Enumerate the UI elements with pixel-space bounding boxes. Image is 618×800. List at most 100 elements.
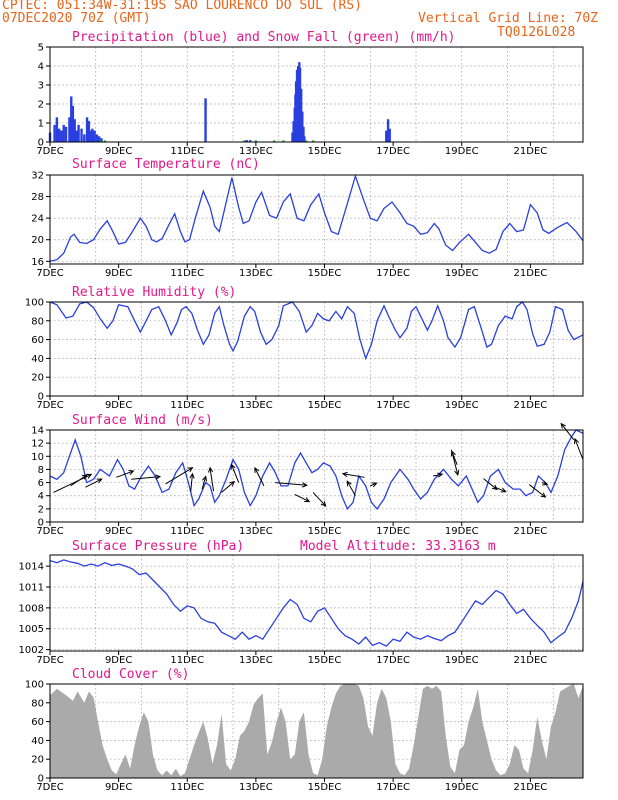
wind-arrow-shaft <box>451 451 458 466</box>
wind-arrow-head <box>560 422 566 429</box>
y-tick-label: 4 <box>38 62 44 73</box>
wind-arrow-head <box>202 475 208 482</box>
wind-arrow-head <box>229 480 236 487</box>
precip-bar <box>87 121 91 142</box>
y-tick-label: 1008 <box>19 603 44 614</box>
y-tick-label: 2 <box>38 100 44 111</box>
wind-arrow-shaft <box>312 492 327 507</box>
x-tick-label: 21DEC <box>514 782 548 793</box>
wind-arrow-shaft <box>221 481 235 493</box>
y-tick-label: 40 <box>31 736 44 747</box>
x-tick-label: 17DEC <box>376 400 410 411</box>
y-tick-label: 0 <box>38 774 44 785</box>
wind-arrow-head <box>450 450 456 457</box>
x-tick-label: 19DEC <box>445 526 479 537</box>
wind-arrow-head <box>574 437 579 444</box>
x-tick-label: 7DEC <box>36 146 63 157</box>
x-tick-label: 11DEC <box>170 146 204 157</box>
x-tick-label: 21DEC <box>514 655 548 666</box>
x-tick-label: 17DEC <box>376 146 410 157</box>
x-tick-label: 15DEC <box>308 782 342 793</box>
y-tick-label: 6 <box>38 478 44 489</box>
precip-bar <box>100 138 103 142</box>
precip-bar <box>57 128 61 142</box>
wind-arrow-head <box>230 463 236 470</box>
y-tick-label: 0 <box>38 392 44 403</box>
y-tick-label: 1005 <box>19 624 44 635</box>
x-tick-label: 11DEC <box>170 268 204 279</box>
wind-arrow-shaft <box>528 484 546 498</box>
snow-bar <box>254 140 258 142</box>
precip-bar <box>71 105 75 142</box>
run-id-label: TQ0126L028 <box>497 25 576 40</box>
precip-bar <box>93 130 96 142</box>
wind-arrow-shaft <box>346 481 356 496</box>
snow-bar <box>272 140 276 142</box>
wind-arrow-head <box>86 473 93 479</box>
y-tick-label: 20 <box>31 235 44 246</box>
station-label: CPTEC: 051:34W-31:19S SAO LOURENCO DO SU… <box>2 0 363 13</box>
wind-arrow-head <box>346 480 352 487</box>
precip-bar <box>62 124 65 142</box>
y-tick-label: 20 <box>31 373 44 384</box>
wind-arrow-shaft <box>494 486 506 493</box>
x-tick-label: 13DEC <box>239 655 273 666</box>
wind-arrow-head <box>491 484 498 491</box>
precip-bar <box>385 130 388 142</box>
wind-arrow-shaft <box>560 423 575 441</box>
precip-bar <box>55 117 59 142</box>
y-tick-label: 24 <box>31 214 44 225</box>
wind-arrow-head <box>81 474 88 480</box>
x-tick-label: 13DEC <box>239 782 273 793</box>
panel-title: Precipitation (blue) and Snow Fall (gree… <box>72 30 456 45</box>
y-tick-label: 60 <box>31 717 44 728</box>
x-tick-label: 7DEC <box>36 268 63 279</box>
x-tick-label: 17DEC <box>376 782 410 793</box>
x-tick-label: 15DEC <box>308 268 342 279</box>
x-tick-label: 21DEC <box>514 268 548 279</box>
precip-bar <box>303 136 306 142</box>
x-tick-label: 9DEC <box>105 146 132 157</box>
precip-bar <box>64 126 68 142</box>
precip-bar <box>68 117 71 142</box>
x-tick-label: 19DEC <box>445 655 479 666</box>
x-tick-label: 7DEC <box>36 782 63 793</box>
panel-title: Cloud Cover (%) <box>72 667 189 682</box>
panel-frame <box>49 429 584 523</box>
wind-arrow-shaft <box>190 473 193 492</box>
x-tick-label: 19DEC <box>445 268 479 279</box>
wind-arrow-shaft <box>433 473 443 477</box>
wind-arrow-head <box>542 480 549 486</box>
x-tick-label: 7DEC <box>36 400 63 411</box>
wind-arrow-shaft <box>254 467 265 487</box>
panel-frame <box>49 683 584 779</box>
wind-arrow-shaft <box>574 438 584 460</box>
series-line <box>49 559 584 647</box>
wind-arrow-shaft <box>342 473 365 478</box>
wind-arrow-head <box>304 497 311 503</box>
x-tick-label: 21DEC <box>514 146 548 157</box>
x-tick-label: 21DEC <box>514 400 548 411</box>
precip-bar <box>388 128 391 142</box>
y-tick-label: 80 <box>31 316 44 327</box>
wind-arrow-head <box>155 474 162 480</box>
precip-bar <box>97 136 101 142</box>
chart-header: CPTEC: 051:34W-31:19S SAO LOURENCO DO SU… <box>0 0 618 48</box>
precip-bar <box>60 130 63 142</box>
wind-arrow-head <box>371 482 378 488</box>
y-tick-label: 1002 <box>19 645 44 656</box>
precip-bar <box>91 128 94 142</box>
precip-bar <box>302 126 305 142</box>
snow-bar <box>282 140 285 142</box>
y-tick-label: 3 <box>38 81 44 92</box>
precip-bar <box>73 119 76 142</box>
precip-bar <box>85 117 89 142</box>
x-tick-label: 7DEC <box>36 655 63 666</box>
x-tick-label: 15DEC <box>308 655 342 666</box>
y-tick-label: 12 <box>31 439 44 450</box>
precip-bar <box>77 124 80 142</box>
x-tick-label: 13DEC <box>239 146 273 157</box>
grid-line-label: Vertical Grid Line: 70Z <box>418 11 599 26</box>
x-tick-label: 9DEC <box>105 526 132 537</box>
x-tick-label: 15DEC <box>308 526 342 537</box>
